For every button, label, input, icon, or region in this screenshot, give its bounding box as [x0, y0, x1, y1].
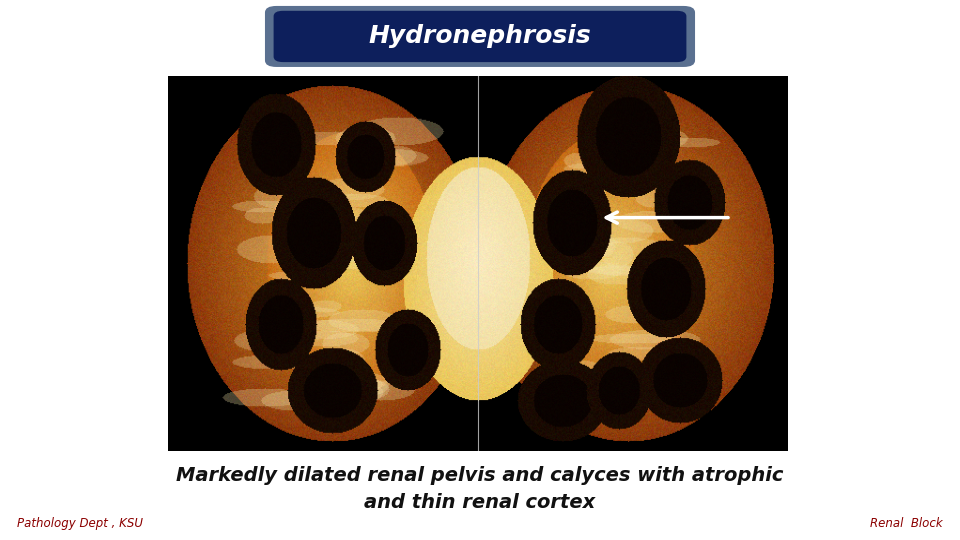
Text: Markedly dilated renal pelvis and calyces with atrophic: Markedly dilated renal pelvis and calyce… [177, 465, 783, 485]
Text: Hydronephrosis: Hydronephrosis [369, 24, 591, 49]
Text: and thin renal cortex: and thin renal cortex [365, 492, 595, 512]
Text: Pathology Dept , KSU: Pathology Dept , KSU [17, 517, 143, 530]
FancyBboxPatch shape [265, 6, 695, 67]
Text: Renal  Block: Renal Block [870, 517, 943, 530]
FancyBboxPatch shape [274, 11, 686, 62]
